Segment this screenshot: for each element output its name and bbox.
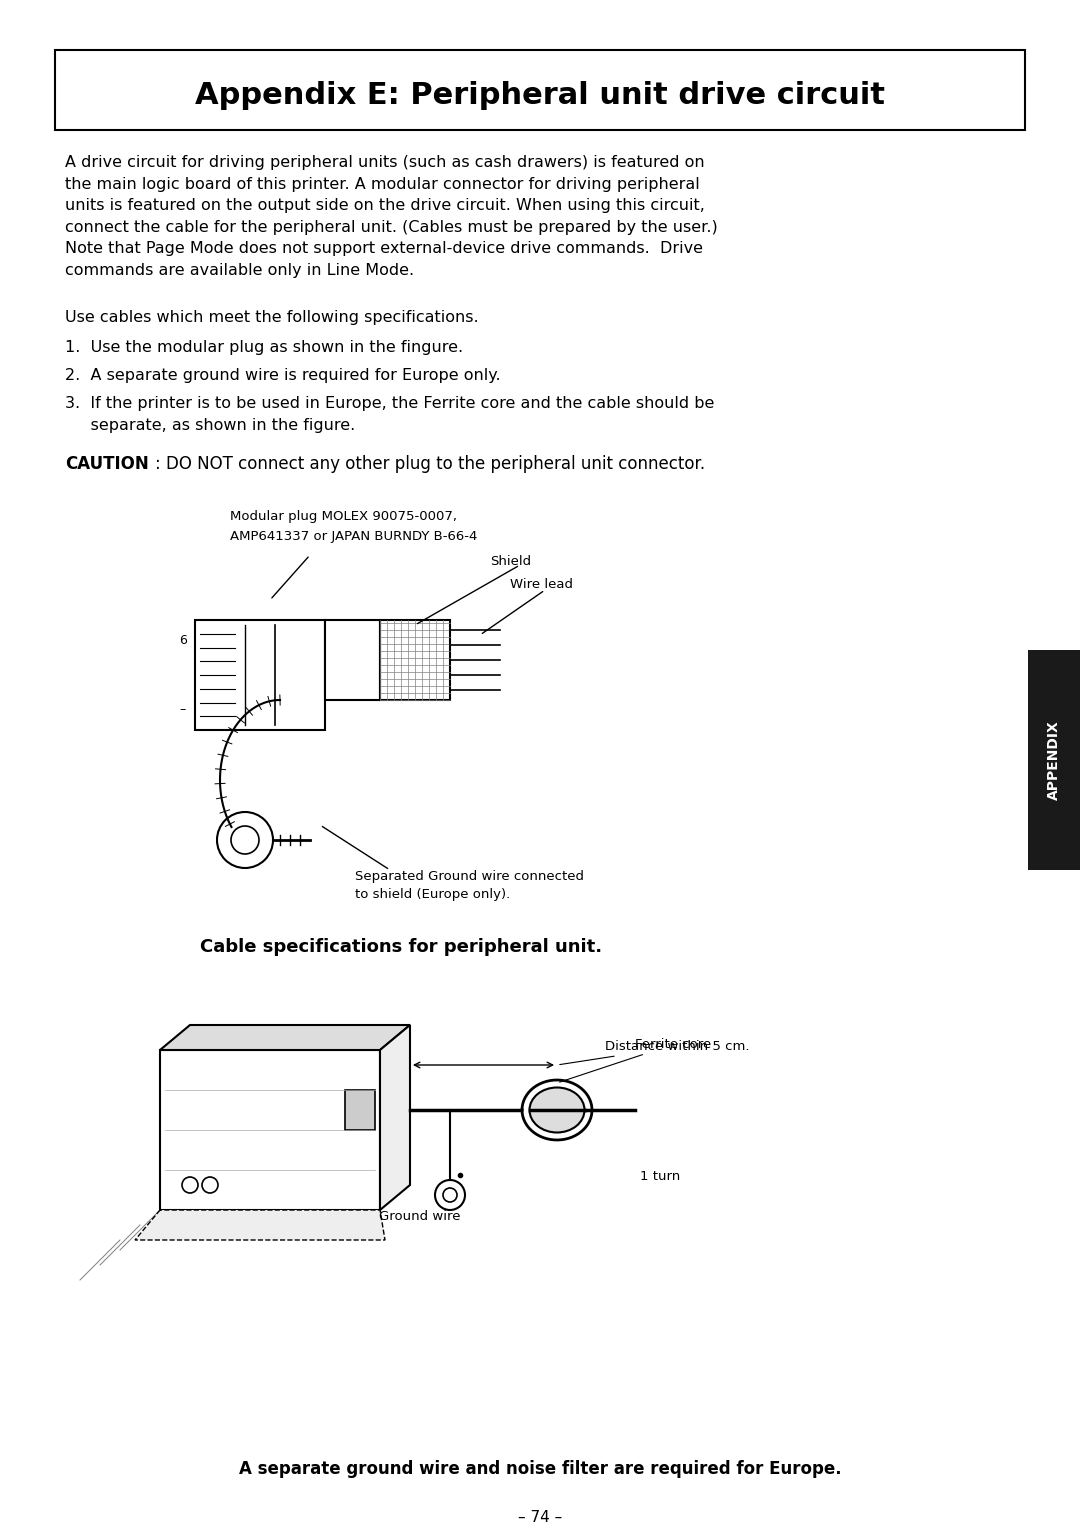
Text: Cable specifications for peripheral unit.: Cable specifications for peripheral unit… [200,938,603,957]
Text: –: – [180,704,186,716]
Text: A drive circuit for driving peripheral units (such as cash drawers) is featured : A drive circuit for driving peripheral u… [65,155,718,277]
Polygon shape [135,1210,384,1240]
Text: CAUTION: CAUTION [65,455,149,474]
Text: – 74 –: – 74 – [518,1510,562,1525]
Bar [160,1050,380,1210]
Text: Wire lead: Wire lead [510,578,573,592]
FancyBboxPatch shape [55,51,1025,130]
Text: APPENDIX: APPENDIX [1047,721,1061,800]
Text: 1.  Use the modular plug as shown in the fingure.: 1. Use the modular plug as shown in the … [65,340,463,356]
Text: Appendix E: Peripheral unit drive circuit: Appendix E: Peripheral unit drive circui… [195,81,885,109]
Text: Modular plug MOLEX 90075-0007,: Modular plug MOLEX 90075-0007, [230,510,457,523]
Bar [1028,650,1080,871]
Text: 3.  If the printer is to be used in Europe, the Ferrite core and the cable shoul: 3. If the printer is to be used in Europ… [65,396,714,432]
Text: Use cables which meet the following specifications.: Use cables which meet the following spec… [65,310,478,325]
Text: : DO NOT connect any other plug to the peripheral unit connector.: : DO NOT connect any other plug to the p… [156,455,705,474]
Circle shape [217,812,273,868]
Polygon shape [380,1026,410,1210]
Text: Shield: Shield [490,555,531,569]
Polygon shape [160,1026,410,1050]
Circle shape [183,1177,198,1193]
Text: AMP641337 or JAPAN BURNDY B-66-4: AMP641337 or JAPAN BURNDY B-66-4 [230,530,477,543]
Text: Separated Ground wire connected
to shield (Europe only).: Separated Ground wire connected to shiel… [355,871,584,901]
Text: 6: 6 [179,633,187,647]
Bar [325,619,380,701]
Bar [195,619,325,730]
Bar [380,619,450,701]
Circle shape [443,1188,457,1202]
Text: Distance within 5 cm.: Distance within 5 cm. [559,1039,750,1064]
Ellipse shape [529,1087,584,1133]
Circle shape [202,1177,218,1193]
Text: A separate ground wire and noise filter are required for Europe.: A separate ground wire and noise filter … [239,1459,841,1478]
Text: Ferrite core: Ferrite core [559,1038,712,1082]
Text: 1 turn: 1 turn [640,1170,680,1183]
Bar [345,1090,375,1130]
Circle shape [435,1180,465,1210]
Circle shape [231,826,259,854]
Text: Ground wire: Ground wire [379,1210,461,1223]
Text: 2.  A separate ground wire is required for Europe only.: 2. A separate ground wire is required fo… [65,368,501,383]
